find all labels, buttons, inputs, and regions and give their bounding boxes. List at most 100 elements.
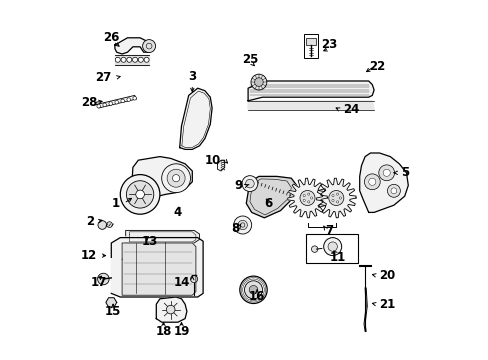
Circle shape [133, 96, 136, 100]
Circle shape [339, 197, 341, 199]
Circle shape [383, 169, 389, 176]
Polygon shape [106, 298, 117, 307]
Circle shape [97, 104, 101, 108]
Text: 13: 13 [142, 235, 158, 248]
Text: 14: 14 [174, 276, 190, 289]
Circle shape [98, 273, 109, 285]
Text: 16: 16 [248, 291, 265, 303]
Polygon shape [179, 88, 212, 149]
Circle shape [172, 175, 179, 182]
Circle shape [98, 221, 106, 229]
Circle shape [120, 175, 160, 214]
Polygon shape [156, 297, 186, 322]
Circle shape [126, 181, 153, 208]
Text: 26: 26 [103, 31, 119, 44]
Text: 6: 6 [263, 197, 271, 210]
Circle shape [386, 184, 400, 197]
Polygon shape [115, 38, 152, 54]
Text: 8: 8 [231, 222, 239, 235]
Polygon shape [125, 230, 199, 243]
Circle shape [250, 74, 266, 90]
Circle shape [245, 179, 254, 188]
Text: 10: 10 [204, 154, 221, 167]
Circle shape [109, 102, 112, 105]
Circle shape [132, 57, 137, 62]
Circle shape [121, 57, 126, 62]
Polygon shape [359, 153, 407, 212]
Circle shape [238, 220, 247, 230]
Circle shape [136, 190, 144, 199]
Circle shape [115, 100, 118, 104]
Text: 3: 3 [188, 70, 196, 83]
Circle shape [299, 190, 314, 206]
Circle shape [390, 188, 396, 194]
Circle shape [102, 103, 106, 107]
Polygon shape [316, 178, 355, 218]
Text: 18: 18 [155, 325, 171, 338]
Circle shape [106, 222, 112, 228]
Polygon shape [122, 243, 196, 295]
Circle shape [242, 176, 257, 192]
Text: 21: 21 [379, 298, 395, 311]
Circle shape [239, 276, 266, 303]
Polygon shape [247, 101, 373, 110]
Circle shape [368, 178, 375, 185]
Circle shape [307, 201, 309, 203]
Circle shape [121, 99, 124, 103]
Circle shape [307, 193, 309, 195]
Text: 15: 15 [105, 305, 121, 318]
Polygon shape [246, 176, 296, 218]
Text: 27: 27 [95, 71, 111, 84]
Circle shape [249, 285, 257, 294]
Polygon shape [287, 178, 326, 218]
Circle shape [138, 57, 143, 62]
Polygon shape [111, 238, 203, 297]
Text: 9: 9 [234, 179, 242, 192]
Circle shape [244, 281, 262, 299]
Text: 23: 23 [320, 39, 337, 51]
Circle shape [126, 57, 132, 62]
Polygon shape [217, 160, 224, 171]
Circle shape [327, 242, 337, 251]
Circle shape [364, 174, 380, 190]
Text: 19: 19 [173, 325, 189, 338]
Circle shape [142, 40, 155, 53]
Text: 22: 22 [369, 60, 385, 73]
Circle shape [115, 57, 120, 62]
Circle shape [303, 199, 305, 202]
Circle shape [311, 246, 317, 252]
Text: 28: 28 [81, 96, 98, 109]
Text: 25: 25 [241, 53, 258, 66]
Bar [305, 234, 357, 263]
Circle shape [254, 78, 263, 86]
Polygon shape [131, 157, 192, 209]
Text: 1: 1 [112, 197, 120, 210]
Text: 24: 24 [343, 103, 359, 116]
Circle shape [303, 194, 305, 197]
Circle shape [331, 199, 333, 202]
Text: 17: 17 [90, 276, 106, 289]
Circle shape [162, 164, 190, 193]
Circle shape [331, 194, 333, 197]
Text: 2: 2 [85, 215, 94, 228]
Text: 12: 12 [81, 249, 97, 262]
Circle shape [323, 238, 341, 256]
Circle shape [167, 169, 185, 187]
Circle shape [233, 216, 251, 234]
Circle shape [144, 57, 149, 62]
Bar [305, 38, 315, 45]
Circle shape [378, 165, 394, 181]
Circle shape [127, 98, 130, 102]
Text: 20: 20 [379, 269, 395, 282]
Polygon shape [247, 81, 373, 101]
Circle shape [190, 275, 197, 283]
Text: 7: 7 [325, 224, 332, 237]
Polygon shape [97, 95, 136, 108]
Circle shape [336, 201, 338, 203]
Circle shape [328, 190, 343, 206]
Circle shape [310, 197, 312, 199]
Text: 5: 5 [400, 166, 408, 179]
Text: 11: 11 [329, 251, 346, 264]
Bar [303, 34, 317, 58]
Circle shape [166, 305, 175, 314]
